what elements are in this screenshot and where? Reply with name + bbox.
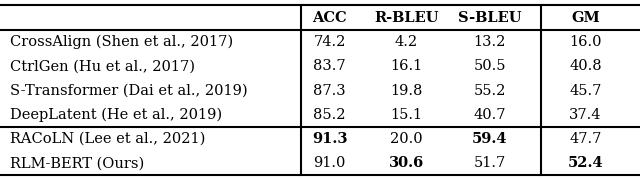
Text: 37.4: 37.4 (570, 108, 602, 122)
Text: DeepLatent (He et al., 2019): DeepLatent (He et al., 2019) (10, 108, 221, 122)
Text: 30.6: 30.6 (388, 156, 424, 170)
Text: RLM-BERT (Ours): RLM-BERT (Ours) (10, 156, 144, 170)
Text: CrossAlign (Shen et al., 2017): CrossAlign (Shen et al., 2017) (10, 35, 233, 49)
Text: 91.3: 91.3 (312, 132, 348, 146)
Text: 50.5: 50.5 (474, 59, 506, 73)
Text: 15.1: 15.1 (390, 108, 422, 122)
Text: 13.2: 13.2 (474, 35, 506, 49)
Text: S-BLEU: S-BLEU (458, 11, 522, 25)
Text: 74.2: 74.2 (314, 35, 346, 49)
Text: 40.8: 40.8 (570, 59, 602, 73)
Text: 16.0: 16.0 (570, 35, 602, 49)
Text: 85.2: 85.2 (314, 108, 346, 122)
Text: 91.0: 91.0 (314, 156, 346, 170)
Text: 52.4: 52.4 (568, 156, 604, 170)
Text: 55.2: 55.2 (474, 84, 506, 98)
Text: 45.7: 45.7 (570, 84, 602, 98)
Text: ACC: ACC (312, 11, 347, 25)
Text: 87.3: 87.3 (314, 84, 346, 98)
Text: 47.7: 47.7 (570, 132, 602, 146)
Text: 20.0: 20.0 (390, 132, 422, 146)
Text: 51.7: 51.7 (474, 156, 506, 170)
Text: 16.1: 16.1 (390, 59, 422, 73)
Text: 59.4: 59.4 (472, 132, 508, 146)
Text: R-BLEU: R-BLEU (374, 11, 438, 25)
Text: 40.7: 40.7 (474, 108, 506, 122)
Text: 19.8: 19.8 (390, 84, 422, 98)
Text: 83.7: 83.7 (314, 59, 346, 73)
Text: 4.2: 4.2 (395, 35, 418, 49)
Text: CtrlGen (Hu et al., 2017): CtrlGen (Hu et al., 2017) (10, 59, 195, 73)
Text: S-Transformer (Dai et al., 2019): S-Transformer (Dai et al., 2019) (10, 84, 247, 98)
Text: RACoLN (Lee et al., 2021): RACoLN (Lee et al., 2021) (10, 132, 205, 146)
Text: GM: GM (572, 11, 600, 25)
